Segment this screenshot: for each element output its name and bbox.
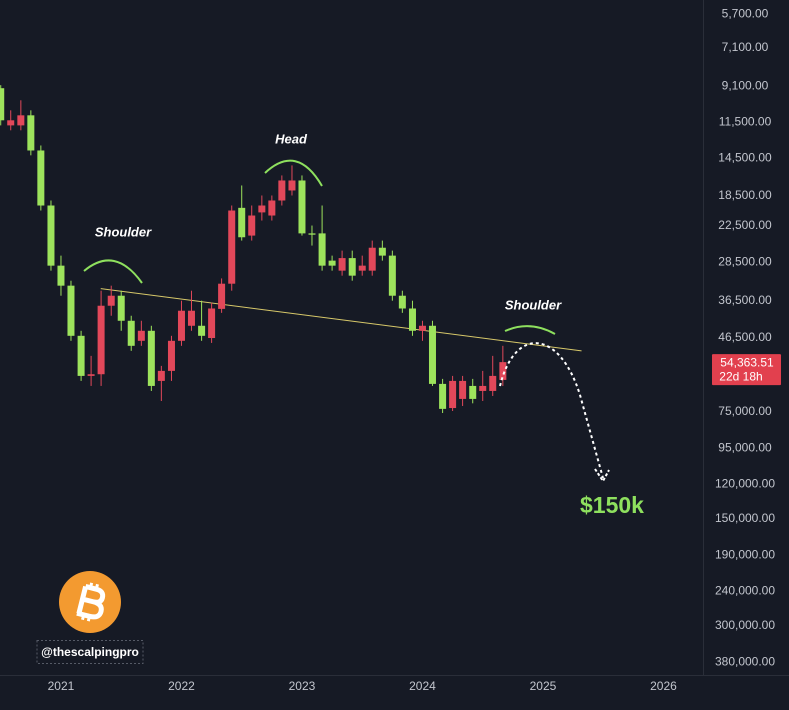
x-tick-label: 2021 xyxy=(48,679,75,693)
candle-body xyxy=(107,295,115,306)
candle-body xyxy=(187,310,195,326)
y-tick-label: 95,000.00 xyxy=(718,440,772,454)
candle-body xyxy=(67,285,75,336)
plot xyxy=(0,85,582,414)
pattern-label: Shoulder xyxy=(95,224,152,239)
y-tick-label: 120,000.00 xyxy=(715,476,775,490)
y-tick-label: 46,500.00 xyxy=(718,330,772,344)
candle-body xyxy=(278,180,286,201)
candle-body xyxy=(27,115,35,151)
candle-body xyxy=(258,205,266,213)
x-tick-label: 2025 xyxy=(530,679,557,693)
y-tick-label: 9,100.00 xyxy=(722,79,769,93)
y-tick-label: 14,500.00 xyxy=(718,150,772,164)
candle-body xyxy=(0,88,5,121)
candle-body xyxy=(338,258,346,271)
candle-body xyxy=(198,325,206,336)
bitcoin-logo xyxy=(59,571,121,633)
candle-body xyxy=(268,200,276,216)
y-tick-label: 7,100.00 xyxy=(722,40,769,54)
candle-body xyxy=(208,308,216,339)
y-tick-label: 300,000.00 xyxy=(715,618,775,632)
candle-body xyxy=(77,335,85,376)
candle-body xyxy=(127,320,135,346)
candle-body xyxy=(57,265,65,286)
candle-body xyxy=(47,205,55,266)
candle-body xyxy=(298,180,306,234)
watermark-box xyxy=(36,640,144,664)
candle-body xyxy=(378,247,386,256)
candle-body xyxy=(348,258,356,276)
candle-body xyxy=(418,325,426,331)
price-label: 54,363.51 xyxy=(720,355,774,369)
candle-body xyxy=(117,295,125,321)
candle-body xyxy=(218,283,226,309)
candle-body xyxy=(449,380,457,409)
candle-body xyxy=(17,115,25,126)
y-tick-label: 28,500.00 xyxy=(718,255,772,269)
x-tick-label: 2026 xyxy=(650,679,677,693)
x-tick-label: 2022 xyxy=(168,679,195,693)
shoulder-arc xyxy=(504,325,556,335)
y-tick-label: 36,500.00 xyxy=(718,293,772,307)
candle-body xyxy=(228,210,236,284)
candle-body xyxy=(147,330,155,386)
candle-body xyxy=(167,340,175,371)
countdown: 22d 18h xyxy=(719,369,762,383)
head-arc xyxy=(264,159,323,187)
candle-body xyxy=(398,295,406,309)
y-tick-label: 240,000.00 xyxy=(715,583,775,597)
candle-body xyxy=(288,180,296,191)
watermark: @thescalpingpro xyxy=(41,645,139,659)
arrow-head xyxy=(594,468,610,483)
candle-body xyxy=(469,385,477,399)
y-tick-label: 22,500.00 xyxy=(718,218,772,232)
logo-glyph xyxy=(76,582,106,622)
trendline xyxy=(100,288,582,352)
candle-body xyxy=(137,330,145,341)
candle-body xyxy=(97,305,105,375)
y-tick-label: 150,000.00 xyxy=(715,511,775,525)
candle-body xyxy=(368,247,376,271)
x-tick-label: 2023 xyxy=(289,679,316,693)
projection-arrow xyxy=(499,342,604,479)
shoulder-arc xyxy=(83,259,143,284)
candle-body xyxy=(157,370,165,381)
candle-body xyxy=(238,207,246,238)
candle-body xyxy=(408,308,416,331)
y-tick-label: 75,000.00 xyxy=(718,404,772,418)
candle-body xyxy=(248,215,256,236)
candle-body xyxy=(388,255,396,296)
target-label: $150k xyxy=(580,492,644,518)
candle-body xyxy=(87,374,95,376)
candle-body xyxy=(439,383,447,409)
candle-body xyxy=(7,120,15,126)
y-tick-label: 190,000.00 xyxy=(715,547,775,561)
candle-body xyxy=(308,233,316,235)
candle-body xyxy=(459,380,467,399)
pattern-label: Head xyxy=(275,131,308,146)
candle-body xyxy=(177,310,185,341)
candle-body xyxy=(37,150,45,206)
x-tick-label: 2024 xyxy=(409,679,436,693)
candle-body xyxy=(358,265,366,271)
candle-body xyxy=(328,260,336,266)
price-label-box xyxy=(712,354,781,386)
y-tick-label: 18,500.00 xyxy=(718,188,772,202)
pattern-label: Shoulder xyxy=(505,297,562,312)
candle-body xyxy=(479,385,487,391)
candle-body xyxy=(489,375,497,391)
candle-body xyxy=(499,362,507,380)
candle-body xyxy=(318,233,326,266)
y-tick-label: 5,700.00 xyxy=(722,6,769,20)
y-tick-label: 380,000.00 xyxy=(715,654,775,668)
y-tick-label: 11,500.00 xyxy=(719,115,772,129)
candle-body xyxy=(428,325,436,384)
